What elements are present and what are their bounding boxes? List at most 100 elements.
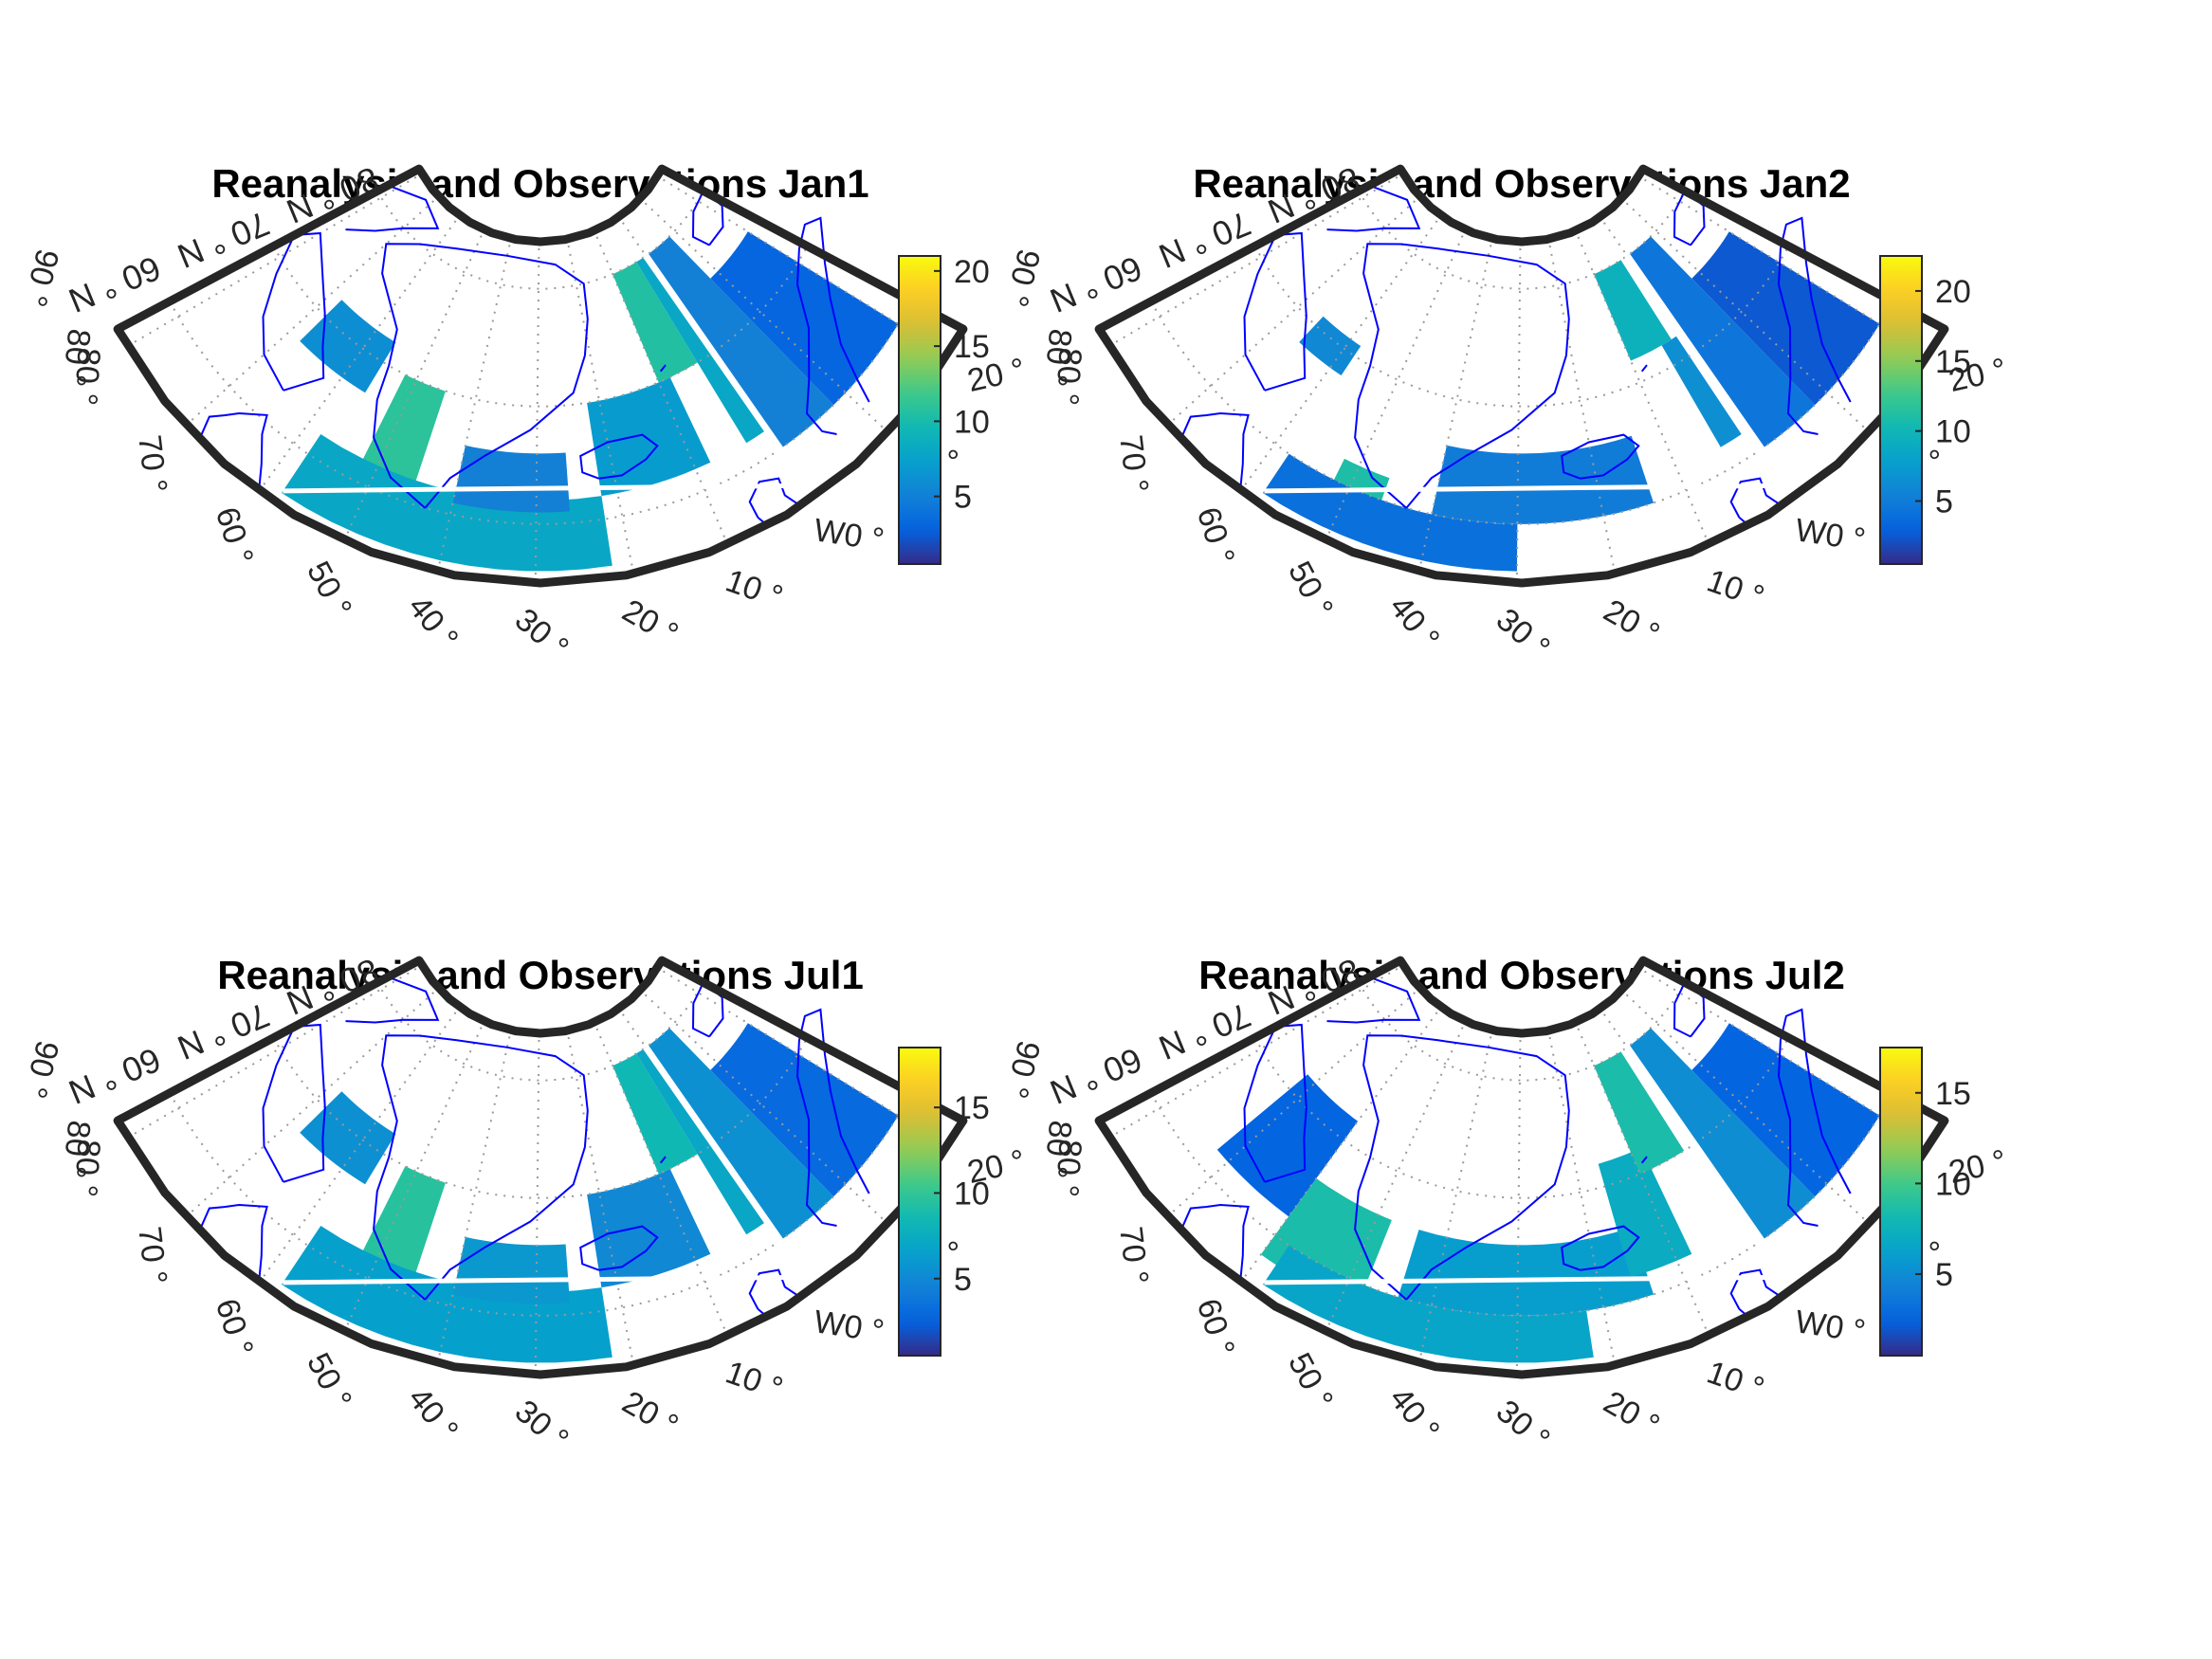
colorbar-tick-label: 5 xyxy=(1935,1257,1953,1293)
meridian-label: 40 ° xyxy=(401,589,466,656)
colorbar-tick-label: 10 xyxy=(954,404,990,440)
map-svg: 60 ° N70 ° N80 ° N90 °80 °80 °70 °60 °50… xyxy=(16,159,1028,666)
meridian-label: 80 ° xyxy=(1049,1139,1088,1198)
map-svg: 60 ° N70 ° N80 ° N90 °80 °80 °70 °60 °50… xyxy=(16,951,1028,1458)
meridian-label: W0 ° xyxy=(1793,512,1868,558)
colorbar-tick-label: 5 xyxy=(954,480,972,516)
meridian-label: 70 ° xyxy=(131,1225,174,1286)
data-patch xyxy=(1299,316,1362,375)
meridian-gap xyxy=(1624,253,1799,500)
meridian-label: 10 ° xyxy=(721,562,787,615)
colorbar-tick-label: 10 xyxy=(954,1176,990,1212)
meridian-label: 60 ° xyxy=(209,1295,261,1361)
meridian-label: 20 ° xyxy=(616,592,685,652)
data-patch xyxy=(452,1236,570,1304)
map-frame xyxy=(1094,956,1949,1379)
colorbar-tick-label: 15 xyxy=(954,329,990,365)
data-patch xyxy=(1263,453,1518,572)
data-patch xyxy=(710,1023,899,1197)
data-patch xyxy=(646,1028,834,1241)
data-patch xyxy=(1691,231,1880,406)
meridian-label: 80 ° xyxy=(1036,327,1078,388)
colorbar-tick-label: 5 xyxy=(954,1262,972,1298)
meridian-label: 50 ° xyxy=(300,1347,358,1415)
colorbar-tick-label: 20 xyxy=(1935,274,1971,310)
data-patch xyxy=(1263,1245,1594,1363)
colorbar-tick-label: 10 xyxy=(1935,1166,1971,1202)
meridian-label: 90 ° xyxy=(16,1037,65,1102)
meridian-label: 80 ° xyxy=(55,1119,97,1179)
colorbar xyxy=(1879,255,1923,565)
panel-title: Reanalysis and Observations Jan1 xyxy=(211,161,869,206)
map-frame xyxy=(113,164,968,588)
meridian-label: 30 ° xyxy=(508,601,576,665)
meridian-label: 10 ° xyxy=(721,1354,787,1407)
meridian-label: W0 ° xyxy=(1793,1304,1868,1350)
data-patch xyxy=(452,445,570,513)
panel-title: Reanalysis and Observations Jan2 xyxy=(1193,161,1851,206)
map-frame xyxy=(1094,164,1949,588)
colorbar-tick-label: 20 xyxy=(954,254,990,290)
meridian-label: 60 ° xyxy=(1190,1295,1242,1361)
meridian-label: 70 ° xyxy=(1112,1225,1155,1286)
coastlines xyxy=(1179,184,1852,527)
panel-title: Reanalysis and Observations Jul1 xyxy=(217,953,864,997)
map-svg: 60 ° N70 ° N80 ° N90 °80 °80 °70 °60 °50… xyxy=(997,159,2009,666)
data-patch xyxy=(636,1047,767,1235)
data-patch xyxy=(636,255,767,444)
meridian-label: 80 ° xyxy=(1049,347,1088,407)
data-patch xyxy=(1431,435,1654,524)
data-patch xyxy=(282,1226,612,1363)
meridian-label: 10 ° xyxy=(1702,562,1768,615)
meridian-label: 80 ° xyxy=(55,327,97,388)
meridian-label: 90 ° xyxy=(16,246,65,310)
meridian-label: 30 ° xyxy=(1490,1393,1557,1457)
meridian-label: 80 ° xyxy=(1036,1119,1078,1179)
data-patch xyxy=(1594,260,1672,361)
meridian-label: 80 ° xyxy=(67,347,107,407)
colorbar-tick-label: 10 xyxy=(1935,414,1971,450)
meridian-label: 30 ° xyxy=(1490,601,1557,665)
data-patch xyxy=(587,1169,711,1288)
meridian-label: 50 ° xyxy=(300,556,358,624)
meridian-label: 40 ° xyxy=(1382,589,1447,656)
map-svg: 60 ° N70 ° N80 ° N90 °80 °80 °70 °60 °50… xyxy=(997,951,2009,1458)
meridian-label: W0 ° xyxy=(812,1304,887,1350)
meridian-label: 70 ° xyxy=(131,433,174,495)
meridian-label: 40 ° xyxy=(401,1380,466,1448)
parallel-gap xyxy=(283,1274,807,1285)
data-patch xyxy=(1598,1147,1692,1277)
colorbar-tick-label: 15 xyxy=(954,1090,990,1126)
data-patch xyxy=(612,262,698,383)
meridian-label: 70 ° xyxy=(1112,433,1155,495)
data-patch xyxy=(710,231,899,406)
parallel-gap xyxy=(1264,1274,1788,1285)
meridian-gap xyxy=(643,253,817,500)
meridian-label: 20 ° xyxy=(616,1384,685,1444)
colorbar-tick-label: 15 xyxy=(1935,1076,1971,1112)
meridian-label: W0 ° xyxy=(812,512,887,558)
meridian-label: 60 ° xyxy=(209,503,261,570)
map-frame xyxy=(113,956,968,1379)
meridian-label: 20 ° xyxy=(1598,1384,1666,1444)
meridian-gap xyxy=(1624,1045,1799,1291)
data-patch xyxy=(1627,236,1816,449)
parallel-gap xyxy=(1264,483,1788,494)
data-patch xyxy=(612,1053,698,1175)
meridian-gap xyxy=(643,1045,817,1291)
meridian-label: 40 ° xyxy=(1382,1380,1447,1448)
data-patch xyxy=(646,236,834,449)
data-patch xyxy=(587,377,711,497)
colorbar-tick-label: 15 xyxy=(1935,344,1971,380)
colorbar xyxy=(1879,1047,1923,1357)
meridian-label: 20 ° xyxy=(1598,592,1666,652)
colorbar xyxy=(898,1047,941,1357)
coastlines xyxy=(198,975,870,1319)
data-patch xyxy=(282,434,612,572)
panel-title: Reanalysis and Observations Jul2 xyxy=(1198,953,1845,997)
